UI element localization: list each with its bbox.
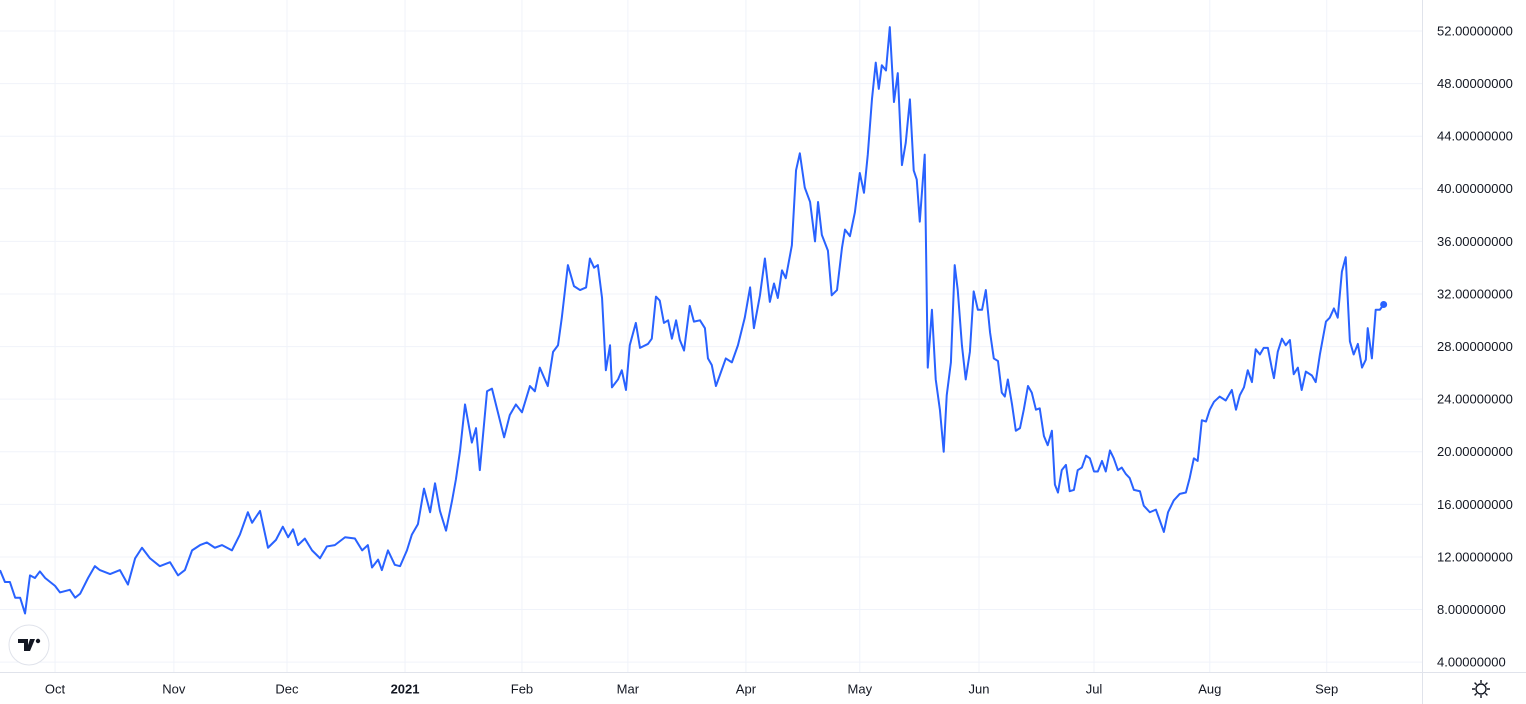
grid bbox=[0, 0, 1422, 672]
x-tick-label: Oct bbox=[45, 681, 66, 696]
y-tick-label: 20.00000000 bbox=[1437, 444, 1513, 459]
last-price-dot bbox=[1380, 301, 1388, 309]
x-tick-label: Jun bbox=[969, 681, 990, 696]
logo-mark[interactable] bbox=[18, 639, 41, 651]
x-tick-label: May bbox=[848, 681, 873, 696]
plot bbox=[0, 26, 1388, 615]
y-tick-label: 48.00000000 bbox=[1437, 76, 1513, 91]
x-tick-label: Jul bbox=[1086, 681, 1103, 696]
y-tick-label: 4.00000000 bbox=[1437, 655, 1506, 670]
y-tick-label: 32.00000000 bbox=[1437, 286, 1513, 301]
x-tick-label: Mar bbox=[617, 681, 640, 696]
y-tick-label: 12.00000000 bbox=[1437, 549, 1513, 564]
x-tick-label: Dec bbox=[275, 681, 299, 696]
y-tick-label: 28.00000000 bbox=[1437, 339, 1513, 354]
x-tick-label: Nov bbox=[162, 681, 186, 696]
y-tick-label: 16.00000000 bbox=[1437, 497, 1513, 512]
x-tick-label: Feb bbox=[511, 681, 533, 696]
y-tick-label: 52.00000000 bbox=[1437, 23, 1513, 38]
logo-dot[interactable] bbox=[35, 638, 41, 644]
y-tick-label: 44.00000000 bbox=[1437, 129, 1513, 144]
settings-icon[interactable] bbox=[1475, 683, 1487, 695]
x-tick-label: Apr bbox=[736, 681, 757, 696]
settings-button[interactable] bbox=[1472, 680, 1490, 698]
x-tick-label: 2021 bbox=[391, 681, 420, 696]
y-tick-label: 24.00000000 bbox=[1437, 392, 1513, 407]
tradingview-logo[interactable] bbox=[8, 624, 50, 666]
settings-rays[interactable] bbox=[1472, 680, 1490, 698]
x-tick-label: Sep bbox=[1315, 681, 1338, 696]
x-tick-label: Aug bbox=[1198, 681, 1221, 696]
y-tick-label: 36.00000000 bbox=[1437, 234, 1513, 249]
y-tick-label: 40.00000000 bbox=[1437, 181, 1513, 196]
price-line bbox=[0, 26, 1385, 615]
y-tick-label: 8.00000000 bbox=[1437, 602, 1506, 617]
